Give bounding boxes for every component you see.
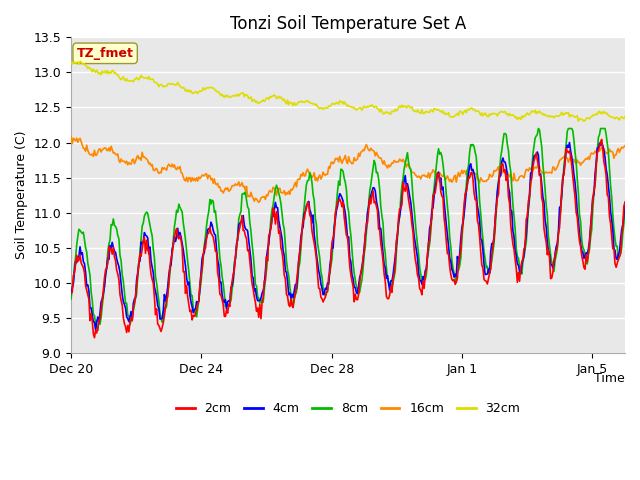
Text: TZ_fmet: TZ_fmet (77, 47, 134, 60)
Y-axis label: Soil Temperature (C): Soil Temperature (C) (15, 131, 28, 259)
Legend: 2cm, 4cm, 8cm, 16cm, 32cm: 2cm, 4cm, 8cm, 16cm, 32cm (171, 397, 525, 420)
Text: Time: Time (595, 372, 625, 385)
Title: Tonzi Soil Temperature Set A: Tonzi Soil Temperature Set A (230, 15, 466, 33)
